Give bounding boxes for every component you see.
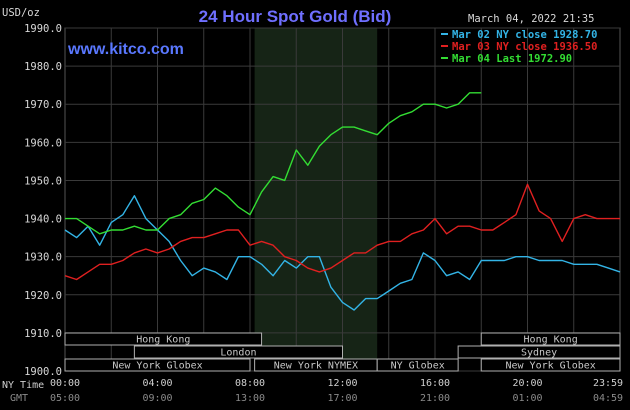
- gmt-label: GMT: [10, 393, 28, 404]
- x-axis-tick-labels: 00:00 05:00 04:00 09:00 08:00 13:00 12:00 17:00…: [50, 378, 623, 404]
- session-box: [64, 332, 263, 346]
- chart-title: 24 Hour Spot Gold (Bid): [199, 7, 392, 26]
- session-label: Hong Kong: [524, 335, 578, 346]
- y-tick-label: 1990.0: [24, 23, 62, 35]
- market-sessions: Hong Kong Hong Kong London Sydney New York G…: [64, 332, 621, 372]
- session-label: New York NYMEX: [274, 361, 358, 372]
- session-box: [457, 345, 621, 359]
- x-tick-label-gmt: 21:00: [420, 393, 450, 404]
- price-lines: [64, 92, 621, 311]
- legend-entry: Mar 03 NY close 1936.50: [452, 41, 597, 53]
- y-tick-label: 1950.0: [24, 175, 62, 187]
- series-line-3: [65, 92, 482, 235]
- session-label: Sydney: [521, 348, 557, 359]
- legend-entry: Mar 04 Last 1972.90: [452, 53, 572, 65]
- y-tick-label: 1960.0: [24, 137, 62, 149]
- site-url[interactable]: www.kitco.com: [67, 41, 184, 58]
- session-box: [480, 332, 621, 346]
- ny-time-label: NY Time: [2, 380, 44, 391]
- session-box: [376, 358, 459, 372]
- y-tick-label: 1900.0: [24, 366, 62, 378]
- session-label: London: [220, 348, 256, 359]
- x-tick-label-gmt: 13:00: [235, 393, 265, 404]
- y-tick-label: 1980.0: [24, 61, 62, 73]
- session-label: Hong Kong: [136, 335, 190, 346]
- session-label: New York Globex: [112, 361, 202, 372]
- x-tick-label-gmt: 17:00: [327, 393, 357, 404]
- session-box: [480, 358, 621, 372]
- x-tick-label-ny: 23:59: [593, 378, 623, 389]
- x-tick-label-gmt: 01:00: [512, 393, 542, 404]
- y-tick-label: 1920.0: [24, 290, 62, 302]
- session-box: [64, 358, 251, 372]
- series-line-2: [64, 183, 620, 281]
- session-label: NY Globex: [391, 361, 445, 372]
- x-tick-label-ny: 12:00: [327, 378, 357, 389]
- legend-entry: Mar 02 NY close 1928.70: [452, 29, 597, 41]
- units-label: USD/oz: [2, 7, 40, 19]
- y-tick-label: 1940.0: [24, 214, 62, 226]
- x-tick-label-gmt: 05:00: [50, 393, 80, 404]
- x-tick-label-ny: 16:00: [420, 378, 450, 389]
- nymex-session-shading: [254, 28, 378, 371]
- chart-datetime: March 04, 2022 21:35: [468, 13, 594, 25]
- session-box: [133, 345, 343, 359]
- x-tick-label-gmt: 04:59: [593, 393, 623, 404]
- x-tick-label-ny: 20:00: [512, 378, 542, 389]
- y-tick-label: 1930.0: [24, 252, 62, 264]
- x-tick-label-ny: 04:00: [142, 378, 172, 389]
- y-axis-tick-labels: 1990.0 1980.0 1970.0 1960.0 1950.0 1940.0 1930…: [24, 23, 62, 378]
- x-tick-label-ny: 08:00: [235, 378, 265, 389]
- x-tick-label-gmt: 09:00: [142, 393, 172, 404]
- y-tick-label: 1910.0: [24, 328, 62, 340]
- session-label: New York Globex: [505, 361, 595, 372]
- x-tick-label-ny: 00:00: [50, 378, 80, 389]
- y-tick-label: 1970.0: [24, 99, 62, 111]
